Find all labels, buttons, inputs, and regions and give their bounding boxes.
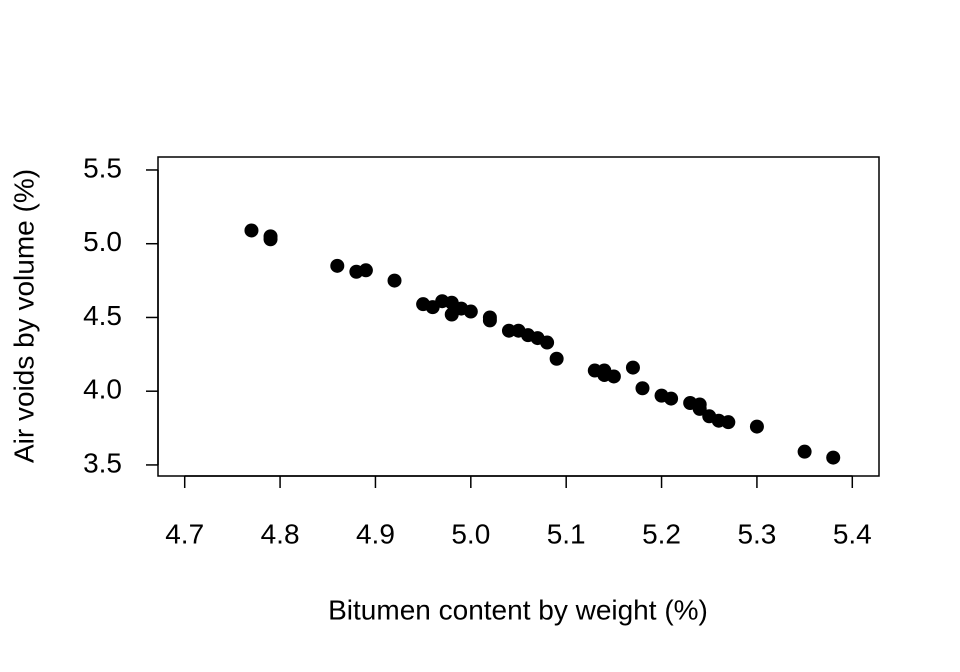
- point: [692, 401, 707, 416]
- point: [625, 360, 640, 375]
- point: [606, 369, 621, 384]
- x-tick-label: 4.9: [356, 518, 395, 549]
- point: [826, 450, 841, 465]
- point: [330, 258, 345, 273]
- x-tick-label: 4.8: [261, 518, 300, 549]
- point: [482, 313, 497, 328]
- point: [358, 263, 373, 278]
- point: [749, 419, 764, 434]
- point: [244, 223, 259, 238]
- y-tick-label: 4.5: [83, 300, 122, 331]
- point: [263, 232, 278, 247]
- y-tick-label: 4.0: [83, 374, 122, 405]
- x-axis-label: Bitumen content by weight (%): [328, 594, 708, 625]
- point: [721, 415, 736, 430]
- point: [387, 273, 402, 288]
- x-tick-label: 5.1: [547, 518, 586, 549]
- point: [797, 444, 812, 459]
- x-tick-label: 4.7: [165, 518, 204, 549]
- plot-box: [157, 156, 880, 477]
- point: [549, 351, 564, 366]
- y-tick-label: 5.0: [83, 226, 122, 257]
- y-tick-label: 5.5: [83, 152, 122, 183]
- x-tick-label: 5.0: [451, 518, 490, 549]
- x-tick-label: 5.3: [737, 518, 776, 549]
- y-tick-label: 3.5: [83, 447, 122, 478]
- point: [664, 391, 679, 406]
- x-tick-label: 5.4: [833, 518, 872, 549]
- y-axis-label: Air voids by volume (%): [8, 169, 39, 463]
- point: [635, 381, 650, 396]
- x-tick-label: 5.2: [642, 518, 681, 549]
- point: [463, 304, 478, 319]
- point: [540, 335, 555, 350]
